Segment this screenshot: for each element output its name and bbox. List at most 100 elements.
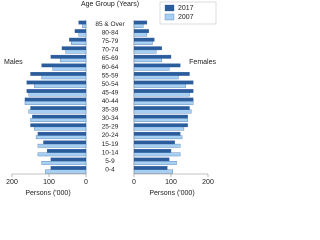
bar <box>133 106 190 110</box>
bar <box>30 72 87 76</box>
bar <box>133 101 194 105</box>
bar <box>45 169 87 174</box>
y-tick-label: 55-59 <box>102 72 119 79</box>
y-tick-label: 15-19 <box>102 141 119 148</box>
bar <box>133 97 194 102</box>
bar <box>133 72 190 76</box>
bar <box>133 54 172 59</box>
x-tick-label: 200 <box>202 179 214 186</box>
chart: Males Females Persons ('000) Persons ('0… <box>4 1 216 197</box>
bar <box>26 80 87 85</box>
bar <box>133 29 149 33</box>
panel-label: Males <box>4 59 23 66</box>
bar <box>133 135 183 140</box>
bar <box>133 152 181 157</box>
axis-title: Age Group (Years) <box>80 1 140 8</box>
x-axis-label: Persons ('000) <box>25 190 70 197</box>
bar <box>37 131 87 136</box>
bar <box>133 58 162 63</box>
bar <box>41 161 87 165</box>
y-tick-label: 20-24 <box>102 132 119 139</box>
bar <box>133 126 185 131</box>
bar <box>133 75 179 80</box>
bar <box>41 63 87 68</box>
bar <box>34 84 87 88</box>
bar <box>133 131 181 136</box>
y-tick-label: 25-29 <box>102 124 119 131</box>
legend-swatch <box>164 4 175 12</box>
y-tick-label: 85 & Over <box>95 21 125 28</box>
bar <box>41 75 87 80</box>
x-tick-label: 0 <box>84 179 88 186</box>
y-tick-label: 5-9 <box>105 158 115 165</box>
x-tick-label: 100 <box>165 179 177 186</box>
bar <box>133 89 194 93</box>
bar <box>133 84 186 88</box>
bar <box>133 41 153 45</box>
bar <box>133 32 148 37</box>
bar <box>69 37 87 42</box>
bar <box>133 169 173 174</box>
bar <box>133 24 144 28</box>
bar <box>30 118 87 122</box>
bar <box>52 66 87 71</box>
chart-svg: Males Females Persons ('000) Persons ('0… <box>4 1 216 197</box>
panel-label: Females <box>189 59 216 66</box>
bar <box>133 157 170 162</box>
y-tick-label: 80-84 <box>102 30 119 37</box>
bar <box>59 58 87 63</box>
y-tick-label: 45-49 <box>102 89 119 96</box>
bar <box>133 63 181 68</box>
bar <box>133 46 162 51</box>
bar <box>133 149 172 153</box>
y-tick-label: 65-69 <box>102 55 119 62</box>
bar <box>133 49 157 54</box>
bar <box>24 97 87 102</box>
bar <box>43 140 87 145</box>
bar <box>133 118 188 122</box>
bar <box>37 152 87 157</box>
bar <box>82 24 87 28</box>
bar <box>133 114 188 119</box>
x-tick-label: 0 <box>132 179 136 186</box>
y-tick-label: 40-44 <box>102 98 119 105</box>
bar <box>133 166 168 170</box>
y-tick-label: 30-34 <box>102 115 119 122</box>
bar <box>133 123 188 128</box>
bar <box>74 29 87 33</box>
bar <box>50 54 87 59</box>
bar <box>28 109 87 114</box>
bar <box>34 126 87 131</box>
bar <box>133 66 170 71</box>
bar <box>30 123 87 128</box>
legend-label: 2007 <box>178 14 194 21</box>
bar <box>133 92 190 97</box>
bar <box>26 89 87 93</box>
bar <box>47 149 87 153</box>
bar <box>78 20 87 25</box>
y-tick-label: 35-39 <box>102 107 119 114</box>
bar <box>133 80 194 85</box>
x-axis-label: Persons ('000) <box>149 190 194 197</box>
bar <box>71 41 87 45</box>
bar <box>50 157 87 162</box>
y-tick-label: 60-64 <box>102 64 119 71</box>
legend-label: 2017 <box>178 5 194 12</box>
x-tick-label: 100 <box>43 179 55 186</box>
y-tick-label: 0-4 <box>105 166 115 173</box>
bar <box>24 101 87 105</box>
bar <box>28 92 87 97</box>
bar <box>133 140 175 145</box>
bar <box>50 166 87 170</box>
bar <box>65 49 87 54</box>
legend-swatch <box>164 13 175 21</box>
y-tick-label: 70-74 <box>102 47 119 54</box>
x-tick-label: 200 <box>6 179 18 186</box>
y-tick-label: 75-79 <box>102 38 119 45</box>
bar <box>133 143 181 148</box>
bar <box>61 46 87 51</box>
bar <box>133 20 148 25</box>
bar <box>32 114 87 119</box>
bar <box>133 109 192 114</box>
bar <box>133 161 177 165</box>
